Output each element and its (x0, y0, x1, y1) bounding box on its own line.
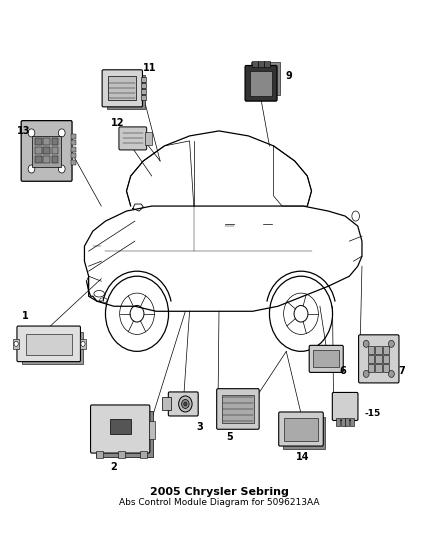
FancyBboxPatch shape (119, 127, 147, 150)
Circle shape (58, 165, 65, 173)
Circle shape (363, 370, 369, 377)
Bar (336, 418, 340, 425)
Bar (140, 450, 147, 457)
Bar (43, 148, 50, 154)
Bar (148, 422, 155, 439)
Bar (71, 160, 76, 165)
Bar (383, 346, 389, 354)
Circle shape (58, 129, 65, 137)
FancyBboxPatch shape (21, 120, 72, 181)
Text: Abs Control Module Diagram for 5096213AA: Abs Control Module Diagram for 5096213AA (119, 498, 319, 507)
Circle shape (28, 129, 35, 137)
Bar (32, 136, 61, 167)
Bar (162, 398, 171, 410)
Circle shape (28, 165, 35, 173)
Bar (375, 365, 382, 372)
Text: 13: 13 (17, 126, 30, 136)
Bar (96, 450, 103, 457)
Bar (141, 83, 146, 88)
Bar (52, 157, 58, 163)
Bar (145, 132, 152, 145)
Bar (350, 418, 353, 425)
Bar (141, 95, 146, 100)
Text: -15: -15 (364, 409, 381, 418)
FancyBboxPatch shape (332, 392, 358, 421)
Bar (383, 356, 389, 363)
Bar (345, 418, 349, 425)
Bar (107, 75, 145, 109)
FancyBboxPatch shape (91, 405, 150, 453)
Bar (96, 411, 153, 457)
Bar (43, 157, 50, 163)
Text: 7: 7 (399, 366, 405, 376)
Bar (251, 62, 280, 94)
Circle shape (179, 396, 192, 412)
Circle shape (184, 402, 187, 406)
Bar (341, 418, 345, 425)
Bar (71, 140, 76, 146)
Bar (250, 71, 272, 95)
Circle shape (14, 341, 18, 346)
Bar (71, 147, 76, 152)
Bar (375, 346, 382, 354)
Bar (283, 417, 325, 449)
Text: 12: 12 (111, 118, 125, 128)
Text: 2005 Chrysler Sebring: 2005 Chrysler Sebring (149, 487, 289, 497)
Text: 3: 3 (197, 422, 204, 432)
Bar (35, 139, 42, 145)
Text: 1: 1 (22, 311, 29, 321)
Text: 5: 5 (226, 432, 233, 441)
Circle shape (389, 341, 394, 348)
Text: 9: 9 (285, 71, 292, 81)
Circle shape (389, 370, 394, 377)
Bar (110, 419, 131, 434)
Bar (375, 356, 382, 363)
Bar (52, 148, 58, 154)
Bar (141, 77, 146, 82)
FancyBboxPatch shape (217, 389, 259, 429)
Bar (71, 154, 76, 158)
Bar (109, 76, 136, 100)
Circle shape (81, 341, 85, 346)
Bar (21, 332, 82, 364)
Bar (35, 148, 42, 154)
FancyBboxPatch shape (17, 326, 81, 361)
FancyBboxPatch shape (102, 70, 142, 107)
Bar (258, 61, 264, 67)
Bar (13, 339, 19, 349)
Bar (222, 395, 254, 423)
Bar (35, 157, 42, 163)
Bar (368, 365, 374, 372)
Bar (52, 139, 58, 145)
Circle shape (182, 399, 189, 408)
FancyBboxPatch shape (279, 412, 323, 446)
Text: 2: 2 (110, 462, 117, 472)
Bar (368, 346, 374, 354)
Bar (26, 334, 72, 355)
Bar (368, 356, 374, 363)
Bar (265, 61, 270, 67)
Bar (314, 350, 339, 367)
Bar (80, 339, 86, 349)
Text: 11: 11 (143, 63, 156, 73)
Text: 6: 6 (339, 366, 346, 376)
Bar (43, 139, 50, 145)
Bar (141, 90, 146, 94)
Text: 14: 14 (297, 451, 310, 462)
Bar (383, 365, 389, 372)
Bar (284, 418, 318, 441)
FancyBboxPatch shape (245, 66, 277, 101)
Bar (71, 134, 76, 139)
Bar (252, 61, 258, 67)
Circle shape (363, 341, 369, 348)
FancyBboxPatch shape (309, 345, 343, 373)
FancyBboxPatch shape (168, 392, 198, 416)
Bar (118, 450, 125, 457)
FancyBboxPatch shape (359, 335, 399, 383)
